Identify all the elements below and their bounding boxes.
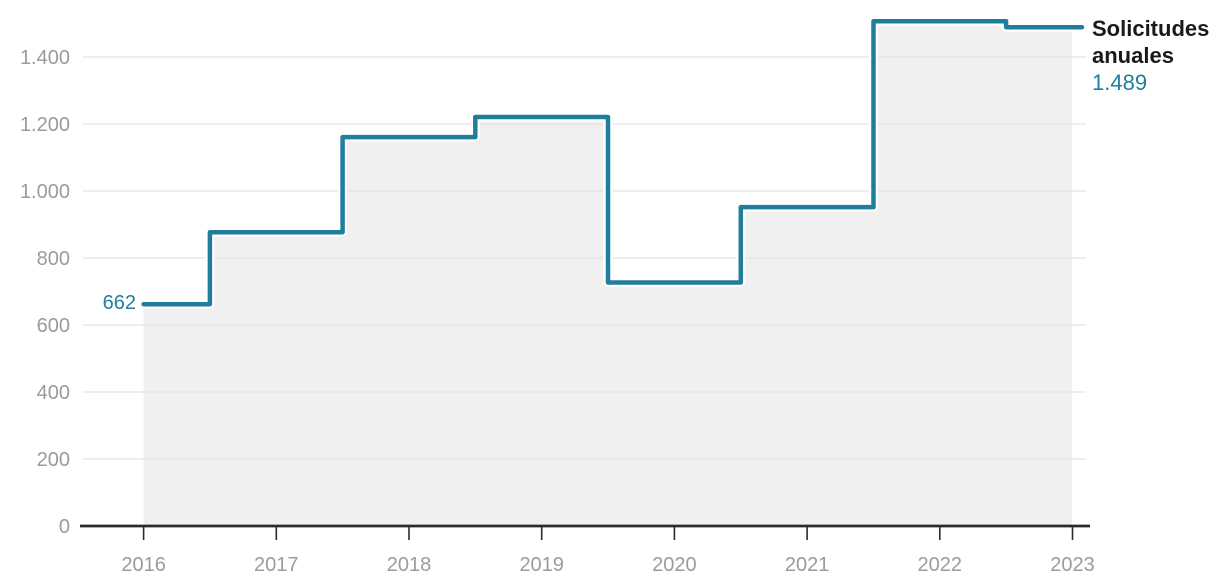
y-tick-label: 0 xyxy=(59,516,70,538)
series-line xyxy=(141,18,1085,307)
x-tick-label: 2020 xyxy=(652,554,697,576)
legend: Solicitudes anuales 1.489 xyxy=(1092,15,1220,96)
x-tick-label: 2016 xyxy=(121,554,166,576)
x-tick-label: 2023 xyxy=(1050,554,1095,576)
x-tick-label: 2018 xyxy=(387,554,432,576)
start-value-label: 662 xyxy=(102,292,136,314)
y-tick-label: 400 xyxy=(37,382,70,404)
y-tick-label: 800 xyxy=(37,248,70,270)
y-tick-label: 600 xyxy=(37,315,70,337)
y-tick-label: 1.000 xyxy=(20,181,70,203)
legend-current-value: 1.489 xyxy=(1092,70,1148,95)
x-tick-label: 2021 xyxy=(785,554,830,576)
x-tick-label: 2019 xyxy=(519,554,564,576)
x-tick-label: 2017 xyxy=(254,554,299,576)
x-tick-label: 2022 xyxy=(918,554,963,576)
legend-series-title: Solicitudes anuales xyxy=(1092,16,1210,68)
y-tick-label: 200 xyxy=(37,449,70,471)
y-tick-label: 1.200 xyxy=(20,114,70,136)
y-tick-label: 1.400 xyxy=(20,47,70,69)
